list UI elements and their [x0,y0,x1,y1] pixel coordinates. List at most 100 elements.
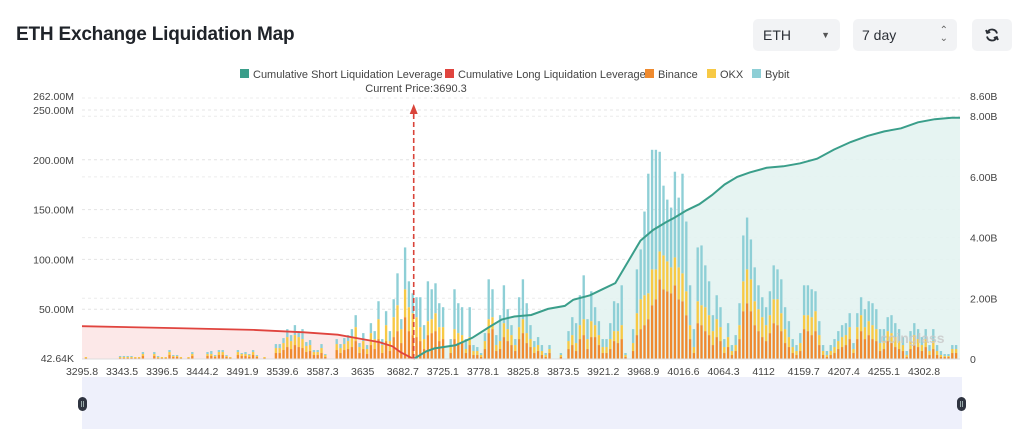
bar-okx [692,347,696,354]
bar-binance [472,355,475,359]
bar-bybit [419,297,422,328]
bar-binance [210,356,213,359]
y-left-tick-label: 100.00M [33,254,74,266]
bar-bybit [799,333,802,344]
bar-binance [787,347,791,359]
bar-okx [362,341,365,350]
bar-okx [840,337,844,348]
bar-okx [255,356,259,358]
coin-select[interactable]: ETH ▼ [753,19,840,51]
legend-swatch-bybit [752,69,761,78]
bar-bybit [894,323,897,338]
bar-bybit [795,345,798,352]
bar-okx [677,267,680,300]
bar-bybit [753,267,756,302]
bar-bybit [776,269,779,300]
bar-binance [639,329,642,359]
legend-item-long[interactable]: Cumulative Long Liquidation Leverage [445,69,646,81]
bar-okx [514,345,517,352]
bar-bybit [840,325,844,338]
bar-binance [362,349,365,359]
bar-bybit [540,345,544,352]
refresh-button[interactable] [972,19,1012,51]
range-slider-right-handle[interactable] [957,397,966,411]
legend-item-short[interactable]: Cumulative Short Liquidation Leverage [240,69,443,81]
bar-okx [723,347,726,354]
bar-binance [502,337,506,359]
x-tick-label: 3968.9 [627,366,659,378]
bar-okx [681,273,684,302]
legend-item-okx[interactable]: OKX [707,69,744,81]
bar-okx [821,351,825,356]
bar-binance [411,335,414,359]
bar-bybit [574,323,578,344]
bar-binance [514,351,517,359]
bar-binance [730,355,734,359]
bar-bybit [403,247,407,290]
bar-binance [384,341,388,359]
bar-bybit [495,335,498,346]
bar-bybit [905,351,908,356]
bar-binance [878,351,882,359]
bar-okx [229,357,232,359]
bar-binance [882,349,886,359]
x-tick-label: 4207.4 [828,366,860,378]
bar-okx [365,349,369,355]
bar-binance [692,353,696,359]
x-tick-label: 3444.2 [186,366,218,378]
bar-bybit [639,249,642,300]
bar-okx [616,331,620,344]
bar-bybit [616,303,620,332]
bar-bybit [240,353,243,355]
bar-binance [365,354,369,359]
bar-bybit [829,345,832,352]
bar-bybit [335,339,338,345]
bar-okx [650,269,654,306]
bar-binance [521,333,525,359]
bar-binance [434,331,437,359]
bar-okx [673,257,677,286]
legend-item-binance[interactable]: Binance [645,69,698,81]
bar-bybit [510,325,513,336]
bar-bybit [422,325,426,340]
bar-binance [749,311,753,359]
bar-bybit [726,323,730,338]
bar-bybit [377,301,380,320]
bar-bybit [517,297,521,328]
bar-bybit [312,350,316,353]
bar-okx [160,357,164,359]
bar-okx [571,335,574,346]
bar-okx [187,357,190,359]
bar-bybit [692,329,696,348]
bar-okx [476,351,479,356]
period-select[interactable]: 7 day ⌃ ⌄ [853,19,957,51]
bar-okx [761,317,764,338]
range-slider-left-handle[interactable] [78,397,87,411]
x-tick-label: 3539.6 [266,366,298,378]
bar-binance [605,353,608,359]
legend-item-bybit[interactable]: Bybit [752,69,789,81]
bar-binance [422,349,426,359]
bar-binance [932,349,935,359]
bar-okx [301,339,304,349]
bar-okx [878,343,882,352]
bar-bybit [867,301,870,322]
bar-bybit [191,352,194,355]
bar-bybit [764,307,768,326]
legend-label-binance: Binance [658,69,698,81]
bar-binance [191,356,194,359]
x-tick-label: 4016.6 [667,366,699,378]
bar-binance [278,353,281,359]
bar-binance [859,331,863,359]
bar-bybit [685,221,688,292]
x-tick-label: 3587.3 [307,366,339,378]
bar-binance [586,349,589,359]
bar-binance [248,357,251,359]
bar-bybit [460,307,464,336]
bar-binance [802,329,806,359]
bar-bybit [848,313,851,328]
range-slider-track[interactable] [82,377,962,429]
bar-binance [776,325,779,359]
bars [84,149,958,359]
bar-binance [540,355,544,359]
